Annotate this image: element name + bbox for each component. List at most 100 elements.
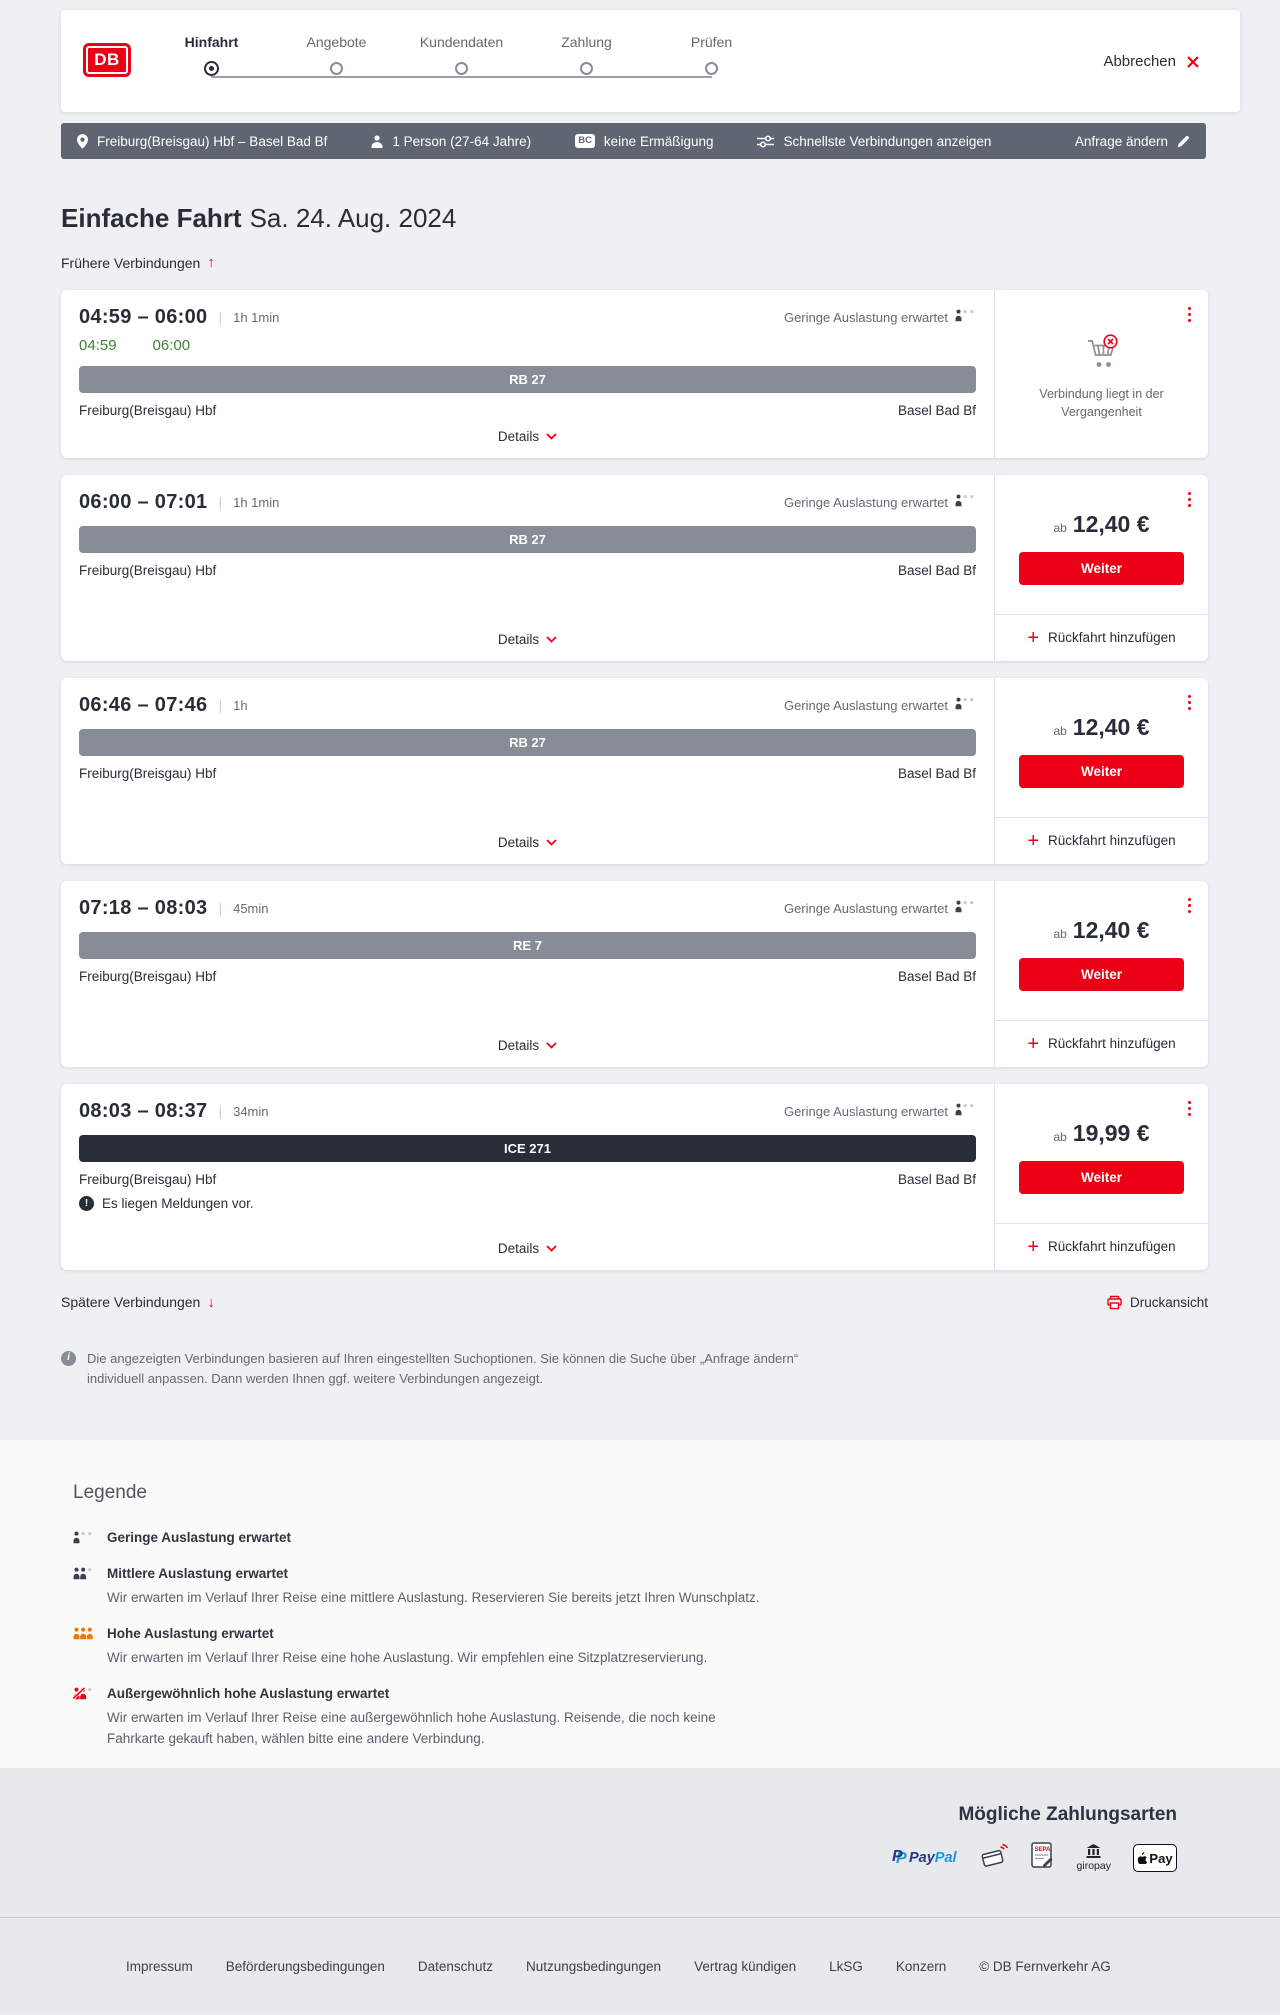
price: ab 12,40 € — [995, 714, 1208, 741]
price-prefix: ab — [1053, 926, 1067, 941]
occupancy-indicator: Geringe Auslastung erwartet — [784, 309, 976, 325]
connection-card-4: 07:18 – 08:03 | 45min Geringe Auslastung… — [61, 880, 1208, 1067]
connection-card-2: 06:00 – 07:01 | 1h 1min Geringe Auslastu… — [61, 474, 1208, 661]
sliders-icon — [757, 134, 775, 148]
step-dot-icon — [580, 62, 593, 75]
trip-discount: BC keine Ermäßigung — [575, 134, 713, 149]
details-button[interactable]: Details — [498, 626, 557, 647]
connection-side-panel: ab 19,99 € Weiter + Rückfahrt hinzufügen — [994, 1083, 1208, 1270]
connection-header-row: 07:18 – 08:03 | 45min Geringe Auslastung… — [79, 897, 976, 920]
details-button[interactable]: Details — [498, 1032, 557, 1053]
change-request-button[interactable]: Anfrage ändern — [1075, 134, 1190, 149]
arrival-station: Basel Bad Bf — [897, 1171, 976, 1187]
connection-time: 08:03 – 08:37 — [79, 1099, 208, 1122]
train-label: RB 27 — [509, 734, 546, 750]
legend-item-medium: Mittlere Auslastung erwartet Wir erwarte… — [73, 1566, 1280, 1609]
details-button[interactable]: Details — [498, 829, 557, 850]
apple-pay-icon: Pay — [1133, 1844, 1177, 1872]
details-label: Details — [497, 834, 540, 850]
later-connections-label: Spätere Verbindungen — [61, 1294, 201, 1310]
step-label: Angebote — [306, 34, 367, 50]
plus-icon: + — [1027, 1032, 1040, 1055]
legend-item-description: Wir erwarten im Verlauf Ihrer Reise eine… — [107, 1649, 708, 1665]
credit-card-icon — [979, 1842, 1009, 1874]
connection-card-3: 06:46 – 07:46 | 1h Geringe Auslastung er… — [61, 677, 1208, 864]
earlier-connections-label: Frühere Verbindungen — [61, 254, 201, 271]
weiter-button[interactable]: Weiter — [1019, 1160, 1184, 1194]
footer-link-befoerderungsbedingungen[interactable]: Beförderungsbedingungen — [225, 1959, 385, 1974]
footer-link-impressum[interactable]: Impressum — [126, 1959, 193, 1974]
trip-date-label: Sa. 24. Aug. 2024 — [249, 203, 457, 233]
add-return-button[interactable]: + Rückfahrt hinzufügen — [1021, 1235, 1181, 1258]
person-icon — [371, 134, 383, 148]
add-return-button[interactable]: + Rückfahrt hinzufügen — [1021, 1032, 1181, 1055]
separator: | — [218, 697, 223, 713]
step-kundendaten: Kundendaten — [399, 34, 524, 76]
separator: | — [218, 494, 223, 510]
messages-label: Es liegen Meldungen vor. — [102, 1195, 254, 1211]
add-return-button[interactable]: + Rückfahrt hinzufügen — [1021, 628, 1181, 648]
svg-text:SEPA: SEPA — [1034, 1847, 1051, 1853]
sepa-direct-debit-icon: SEPA — [1030, 1842, 1055, 1874]
details-button[interactable]: Details — [498, 1235, 557, 1256]
footer-link-datenschutz[interactable]: Datenschutz — [417, 1959, 493, 1974]
add-return-button[interactable]: + Rückfahrt hinzufügen — [1021, 831, 1181, 851]
step-dot-icon — [455, 62, 468, 75]
step-zahlung: Zahlung — [524, 34, 649, 76]
plus-icon: + — [1027, 1235, 1040, 1258]
step-dot-icon — [705, 62, 718, 75]
print-view-link[interactable]: Druckansicht — [1107, 1295, 1208, 1310]
more-options-button[interactable] — [1185, 489, 1195, 511]
later-connections-link[interactable]: Spätere Verbindungen ↓ — [61, 1294, 215, 1311]
footer-link-konzern[interactable]: Konzern — [895, 1959, 947, 1974]
footer-link-vertrag-kuendigen[interactable]: Vertrag kündigen — [694, 1959, 797, 1974]
footer-link-lksg[interactable]: LkSG — [829, 1959, 863, 1974]
more-options-button[interactable] — [1185, 304, 1195, 326]
add-return-label: Rückfahrt hinzufügen — [1048, 630, 1176, 645]
weiter-button[interactable]: Weiter — [1019, 754, 1184, 788]
stations-row: Freiburg(Breisgau) Hbf Basel Bad Bf — [79, 766, 976, 781]
add-return-label: Rückfahrt hinzufügen — [1048, 1036, 1176, 1051]
connection-main: 04:59 – 06:00 | 1h 1min Geringe Auslastu… — [61, 290, 994, 458]
cancel-button[interactable]: Abbrechen — [1097, 52, 1206, 71]
connection-side-panel: ab 12,40 € Weiter + Rückfahrt hinzufügen — [994, 880, 1208, 1067]
close-icon — [1187, 55, 1199, 68]
past-note-label: Verbindung liegt in der Vergangenheit — [1039, 386, 1164, 419]
payment-methods-title: Mögliche Zahlungsarten — [958, 1804, 1177, 1825]
connection-main: 08:03 – 08:37 | 34min Geringe Auslastung… — [61, 1084, 994, 1270]
chevron-down-icon — [546, 1244, 557, 1252]
price-prefix: ab — [1053, 723, 1067, 738]
train-label: ICE 271 — [504, 1140, 551, 1156]
more-options-button[interactable] — [1185, 895, 1195, 917]
change-request-label: Anfrage ändern — [1074, 133, 1168, 149]
more-options-button[interactable] — [1185, 1098, 1195, 1120]
details-label: Details — [497, 1240, 540, 1256]
occupancy-low-icon — [955, 1103, 976, 1119]
weiter-button[interactable]: Weiter — [1019, 957, 1184, 991]
price-prefix: ab — [1053, 1129, 1067, 1144]
arrival-station: Basel Bad Bf — [897, 765, 976, 781]
header: DB Hinfahrt Angebote Kundendaten Zahlung… — [61, 10, 1240, 112]
arrival-station: Basel Bad Bf — [897, 562, 976, 578]
realtime-row: 04:59 06:00 — [79, 337, 976, 354]
details-button[interactable]: Details — [498, 423, 557, 444]
connection-card-5: 08:03 – 08:37 | 34min Geringe Auslastung… — [61, 1083, 1208, 1270]
legend-item-description: Wir erwarten im Verlauf Ihrer Reise eine… — [107, 1590, 760, 1605]
departure-station: Freiburg(Breisgau) Hbf — [79, 1171, 217, 1187]
details-label: Details — [497, 631, 540, 647]
more-options-button[interactable] — [1185, 692, 1195, 714]
page-title: Einfache Fahrt Sa. 24. Aug. 2024 — [61, 202, 1208, 234]
weiter-button[interactable]: Weiter — [1019, 551, 1184, 585]
occupancy-indicator: Geringe Auslastung erwartet — [784, 1103, 976, 1119]
connection-side-panel: Verbindung liegt in der Vergangenheit — [994, 289, 1208, 458]
price: ab 12,40 € — [995, 511, 1208, 538]
legend-item-title: Mittlere Auslastung erwartet — [107, 1566, 289, 1581]
occupancy-very-high-icon — [72, 1686, 94, 1750]
step-label: Kundendaten — [419, 34, 504, 50]
fastest-connections-toggle[interactable]: Schnellste Verbindungen anzeigen — [757, 134, 991, 149]
step-label: Hinfahrt — [184, 34, 239, 50]
connection-duration: 1h 1min — [233, 309, 280, 325]
footer-link-nutzungsbedingungen[interactable]: Nutzungsbedingungen — [525, 1959, 662, 1974]
earlier-connections-link[interactable]: Frühere Verbindungen ↑ — [61, 254, 215, 271]
